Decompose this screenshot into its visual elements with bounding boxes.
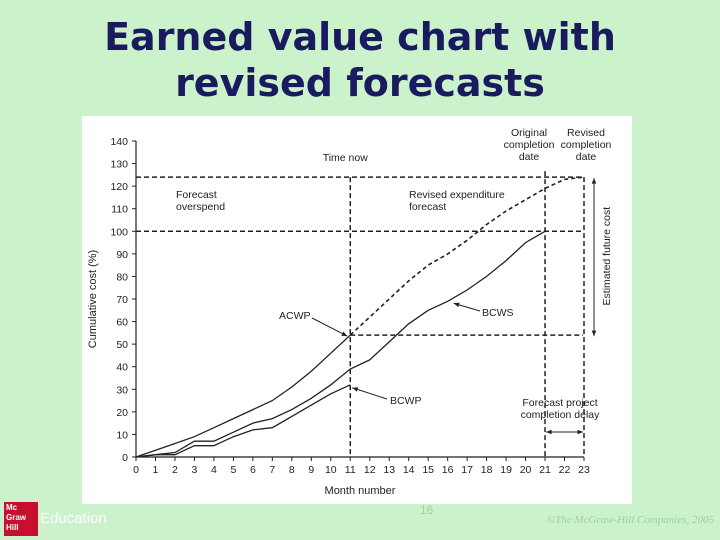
x-tick-label: 18: [481, 464, 493, 476]
y-tick-label: 0: [122, 452, 128, 464]
x-tick-label: 3: [192, 464, 198, 476]
x-tick-label: 0: [133, 464, 139, 476]
logo-line-2: Graw: [6, 513, 27, 522]
x-tick-label: 21: [539, 464, 551, 476]
acwp-label: ACWP: [279, 310, 311, 322]
slide-title-line-2: revised forecasts: [175, 61, 545, 105]
y-tick-label: 40: [116, 362, 128, 374]
y-axis-label: Cumulative cost (%): [87, 250, 99, 348]
x-tick-label: 17: [461, 464, 473, 476]
slide-title-line-1: Earned value chart with: [104, 15, 616, 59]
slide-title: Earned value chart with revised forecast…: [0, 14, 720, 106]
bcwp-arrow-head: [352, 387, 359, 392]
acwp-arrow: [311, 317, 348, 337]
revised-completion-label-line-1: Revised: [567, 127, 605, 139]
bcwp-label: BCWP: [390, 395, 422, 407]
y-tick-label: 130: [110, 159, 128, 171]
revised-expenditure-label-line-2: forecast: [409, 201, 446, 213]
y-tick-label: 20: [116, 407, 128, 419]
acwp-arrow-head: [341, 331, 348, 337]
estimated-future-cost-arrow-up-head: [591, 178, 597, 184]
logo-line-1: Mc: [6, 503, 18, 512]
y-tick-label: 90: [116, 249, 128, 261]
original-completion-label-line-2: completion: [504, 139, 555, 151]
x-tick-label: 19: [500, 464, 512, 476]
logo-suffix: Education: [40, 510, 107, 527]
x-tick-label: 22: [559, 464, 571, 476]
bcws-label: BCWS: [482, 307, 514, 319]
page-number: 16: [420, 503, 434, 517]
series-line-revised-expenditure-forecast: [349, 176, 585, 336]
copyright: ©The McGraw-Hill Companies, 2005: [546, 514, 714, 526]
x-tick-label: 12: [364, 464, 376, 476]
y-tick-label: 100: [110, 226, 128, 238]
logo-line-3: Hill: [6, 523, 19, 532]
forecast-overspend-label-line-2: overspend: [176, 201, 225, 213]
x-tick-label: 4: [211, 464, 217, 476]
x-tick-label: 2: [172, 464, 178, 476]
y-tick-label: 110: [111, 204, 128, 216]
y-tick-label: 30: [116, 384, 128, 396]
revised-completion-label-line-2: completion: [561, 139, 612, 151]
series-line-bcwp: [135, 384, 351, 458]
revised-completion-label-line-3: date: [576, 151, 597, 163]
y-tick-label: 70: [116, 294, 128, 306]
y-tick-label: 140: [110, 136, 128, 148]
x-tick-label: 1: [153, 464, 159, 476]
y-tick-label: 120: [110, 181, 128, 193]
completion-delay-label-line-2: completion delay: [521, 409, 601, 421]
original-completion-label-line-3: date: [519, 151, 540, 163]
y-tick-label: 80: [116, 271, 128, 283]
completion-delay-label-line-1: Forecast project: [522, 397, 597, 409]
x-tick-label: 11: [345, 464, 356, 476]
y-tick-label: 60: [116, 317, 128, 329]
delay-arrow-right-head: [577, 429, 583, 435]
forecast-overspend-label-line-1: Forecast: [176, 189, 217, 201]
y-tick-label: 10: [116, 429, 128, 441]
mcgraw-hill-logo: Mc Graw Hill: [4, 502, 38, 536]
bcws-arrow-head: [453, 302, 460, 308]
delay-arrow-left-head: [546, 429, 552, 435]
x-tick-label: 9: [308, 464, 314, 476]
x-tick-label: 8: [289, 464, 295, 476]
estimated-future-cost-label: Estimated future cost: [601, 207, 613, 306]
estimated-future-cost-arrow-down-head: [591, 330, 597, 337]
x-tick-label: 7: [269, 464, 275, 476]
x-axis-label: Month number: [325, 485, 396, 497]
x-tick-label: 5: [230, 464, 236, 476]
x-tick-label: 20: [520, 464, 532, 476]
x-tick-label: 6: [250, 464, 256, 476]
series-line-bcws: [135, 230, 546, 458]
x-tick-label: 16: [442, 464, 454, 476]
x-tick-label: 15: [422, 464, 434, 476]
x-tick-label: 14: [403, 464, 415, 476]
series-line-acwp: [135, 334, 351, 458]
time-now-label: Time now: [323, 152, 369, 164]
x-tick-label: 13: [383, 464, 395, 476]
revised-expenditure-label-line-1: Revised expenditure: [409, 189, 505, 201]
original-completion-label-line-1: Original: [511, 127, 547, 139]
bcwp-arrow: [352, 387, 388, 400]
x-tick-label: 23: [578, 464, 590, 476]
y-tick-label: 50: [116, 339, 128, 351]
x-tick-label: 10: [325, 464, 337, 476]
chart-panel: 0 10 20 30 40 50 60 70 80 90 100 110 120 130 140 0 1 2 3 4 5…: [82, 116, 632, 504]
